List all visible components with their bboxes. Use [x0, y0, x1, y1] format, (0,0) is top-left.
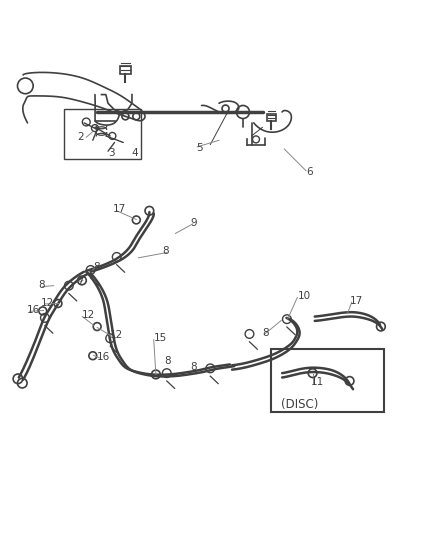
Text: 2: 2: [78, 132, 84, 142]
Text: 7: 7: [78, 276, 84, 286]
Text: 8: 8: [262, 328, 269, 338]
Text: 4: 4: [131, 148, 138, 158]
Text: 16: 16: [27, 305, 40, 315]
Text: 6: 6: [306, 167, 313, 177]
Text: 8: 8: [191, 362, 198, 373]
Text: 15: 15: [154, 333, 167, 343]
Bar: [271, 349, 385, 413]
Text: 3: 3: [108, 148, 115, 158]
Text: 8: 8: [165, 357, 171, 366]
Text: 17: 17: [350, 296, 363, 306]
Text: 8: 8: [93, 262, 99, 271]
Text: 10: 10: [297, 291, 311, 301]
Bar: [64, 109, 141, 158]
Text: 8: 8: [162, 246, 169, 256]
Text: 9: 9: [191, 218, 198, 228]
Text: 12: 12: [82, 310, 95, 320]
Text: 12: 12: [41, 297, 54, 308]
Text: (DISC): (DISC): [281, 398, 318, 411]
Bar: [267, 114, 276, 120]
Text: 16: 16: [97, 352, 110, 361]
Bar: [120, 66, 131, 74]
Text: 12: 12: [110, 330, 123, 340]
Text: 11: 11: [311, 377, 325, 387]
Text: 8: 8: [39, 280, 45, 290]
Text: 5: 5: [196, 143, 203, 153]
Text: 17: 17: [113, 204, 126, 214]
